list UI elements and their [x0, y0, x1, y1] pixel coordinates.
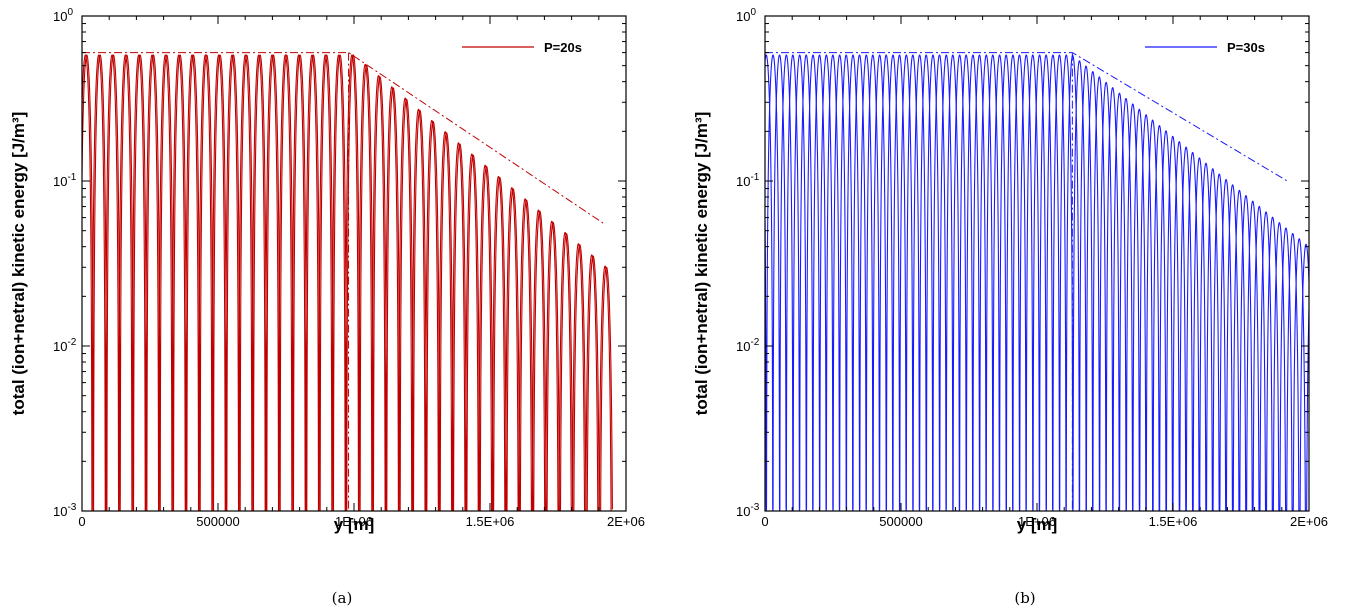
x-tick-label: 0 — [78, 514, 85, 529]
legend-label: P=20s — [544, 40, 582, 55]
y-tick-base: 10 — [53, 9, 67, 24]
x-axis-title: y [m] — [334, 515, 375, 534]
x-tick-label: 1.5E+06 — [1149, 514, 1198, 529]
y-tick-exp: 0 — [750, 7, 756, 18]
panel-b: 0 500000 1E+06 1.5E+06 2E+06 10-3 10-2 10-1 100 y… — [683, 0, 1366, 616]
panel-a: 0 500000 1E+06 1.5E+06 2E+06 10-3 10-2 10-1 100 y… — [9, 7, 645, 607]
y-tick-base: 10 — [736, 504, 750, 519]
series-line-main — [765, 54, 1309, 511]
legend-label: P=30s — [1227, 40, 1265, 55]
y-tick-base: 10 — [53, 339, 67, 354]
y-tick-base: 10 — [736, 174, 750, 189]
chart-svg: 0 500000 1E+06 1.5E+06 2E+0610-310-210-1100y… — [9, 7, 645, 607]
plot-area — [82, 52, 613, 511]
panel-caption: (b) — [1014, 589, 1035, 607]
y-tick-label: 10-3 — [53, 502, 77, 519]
y-tick-label: 10-1 — [736, 172, 760, 189]
series-line-overlay — [82, 54, 613, 511]
x-tick-label: 0 — [761, 514, 768, 529]
x-tick-label: 2E+06 — [607, 514, 645, 529]
panel-caption: (a) — [332, 589, 353, 607]
plot-area — [765, 52, 1309, 511]
y-tick-exp: -2 — [67, 337, 76, 348]
series-line-overlay — [765, 54, 1309, 511]
y-tick-base: 10 — [736, 339, 750, 354]
y-tick-exp: -1 — [67, 172, 76, 183]
envelope-line — [82, 52, 605, 225]
x-tick-label: 500000 — [879, 514, 922, 529]
series-line-main — [82, 54, 613, 511]
y-tick-label: 10-2 — [736, 337, 760, 354]
y-tick-label: 10-3 — [736, 502, 760, 519]
chart-svg: 0 500000 1E+06 1.5E+06 2E+0610-310-210-1100y… — [692, 7, 1328, 607]
y-tick-label: 100 — [736, 7, 756, 24]
y-tick-base: 10 — [53, 504, 67, 519]
y-tick-base: 10 — [736, 9, 750, 24]
y-tick-exp: -1 — [750, 172, 759, 183]
y-tick-base: 10 — [53, 174, 67, 189]
y-tick-exp: -3 — [67, 502, 76, 513]
x-tick-label: 1E+06 — [1018, 514, 1056, 529]
y-axis-title: total (ion+netral) kinetic energy [J/m³] — [692, 112, 711, 416]
x-tick-label: 500000 — [196, 514, 239, 529]
y-tick-exp: 0 — [67, 7, 73, 18]
y-tick-exp: -3 — [750, 502, 759, 513]
x-tick-label: 1.5E+06 — [466, 514, 515, 529]
y-axis-title: total (ion+netral) kinetic energy [J/m³] — [9, 112, 28, 416]
y-tick-label: 100 — [53, 7, 73, 24]
x-axis-title: y [m] — [1017, 515, 1058, 534]
y-tick-label: 10-2 — [53, 337, 77, 354]
x-tick-label: 1E+06 — [335, 514, 373, 529]
y-tick-exp: -2 — [750, 337, 759, 348]
y-tick-label: 10-1 — [53, 172, 77, 189]
x-tick-label: 2E+06 — [1290, 514, 1328, 529]
